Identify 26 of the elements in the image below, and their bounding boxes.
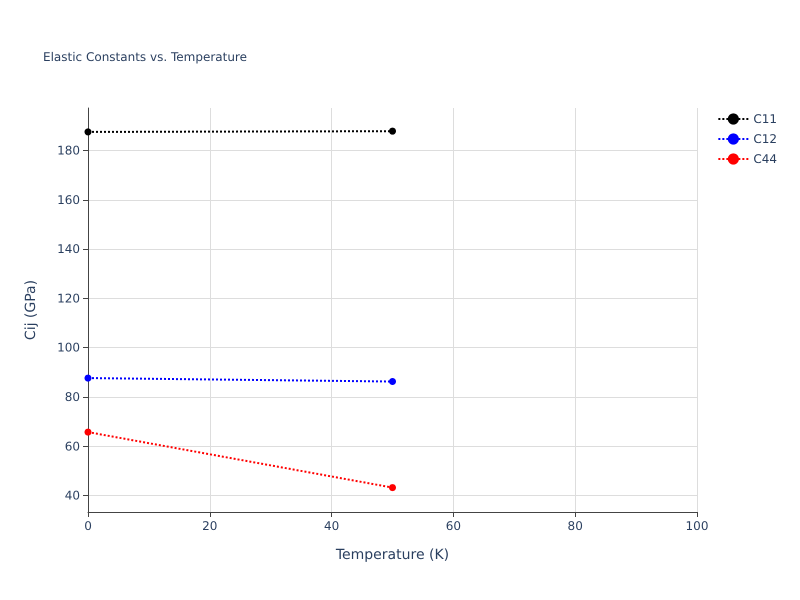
point: [84, 428, 92, 436]
x-tick-label: 0: [84, 519, 92, 533]
chart-title: Elastic Constants vs. Temperature: [43, 50, 247, 64]
y-tick-label: 140: [57, 242, 80, 256]
legend-label: C11: [753, 112, 778, 126]
point: [84, 374, 92, 382]
y-tick-label: 120: [57, 291, 80, 306]
x-axis-title: Temperature (K): [334, 547, 450, 563]
point: [389, 378, 396, 386]
x-tick-label: 40: [324, 519, 340, 533]
x-tick-label: 20: [202, 519, 218, 533]
x-tick-label: 100: [686, 519, 708, 533]
legend-label: C12: [753, 132, 778, 146]
legend-label: C44: [753, 152, 778, 166]
point: [389, 484, 396, 492]
y-tick-label: 60: [64, 439, 80, 454]
y-tick-label: 80: [64, 390, 80, 404]
y-tick-label: 40: [64, 488, 80, 503]
y-tick-label: 160: [57, 192, 80, 207]
y-tick-label: 180: [57, 143, 80, 158]
point: [84, 128, 92, 136]
x-tick-label: 60: [446, 519, 462, 533]
y-axis-title: Cij (GPa): [23, 280, 39, 340]
point: [389, 128, 396, 135]
x-tick-label: 80: [568, 519, 583, 533]
y-tick-label: 100: [57, 340, 80, 355]
